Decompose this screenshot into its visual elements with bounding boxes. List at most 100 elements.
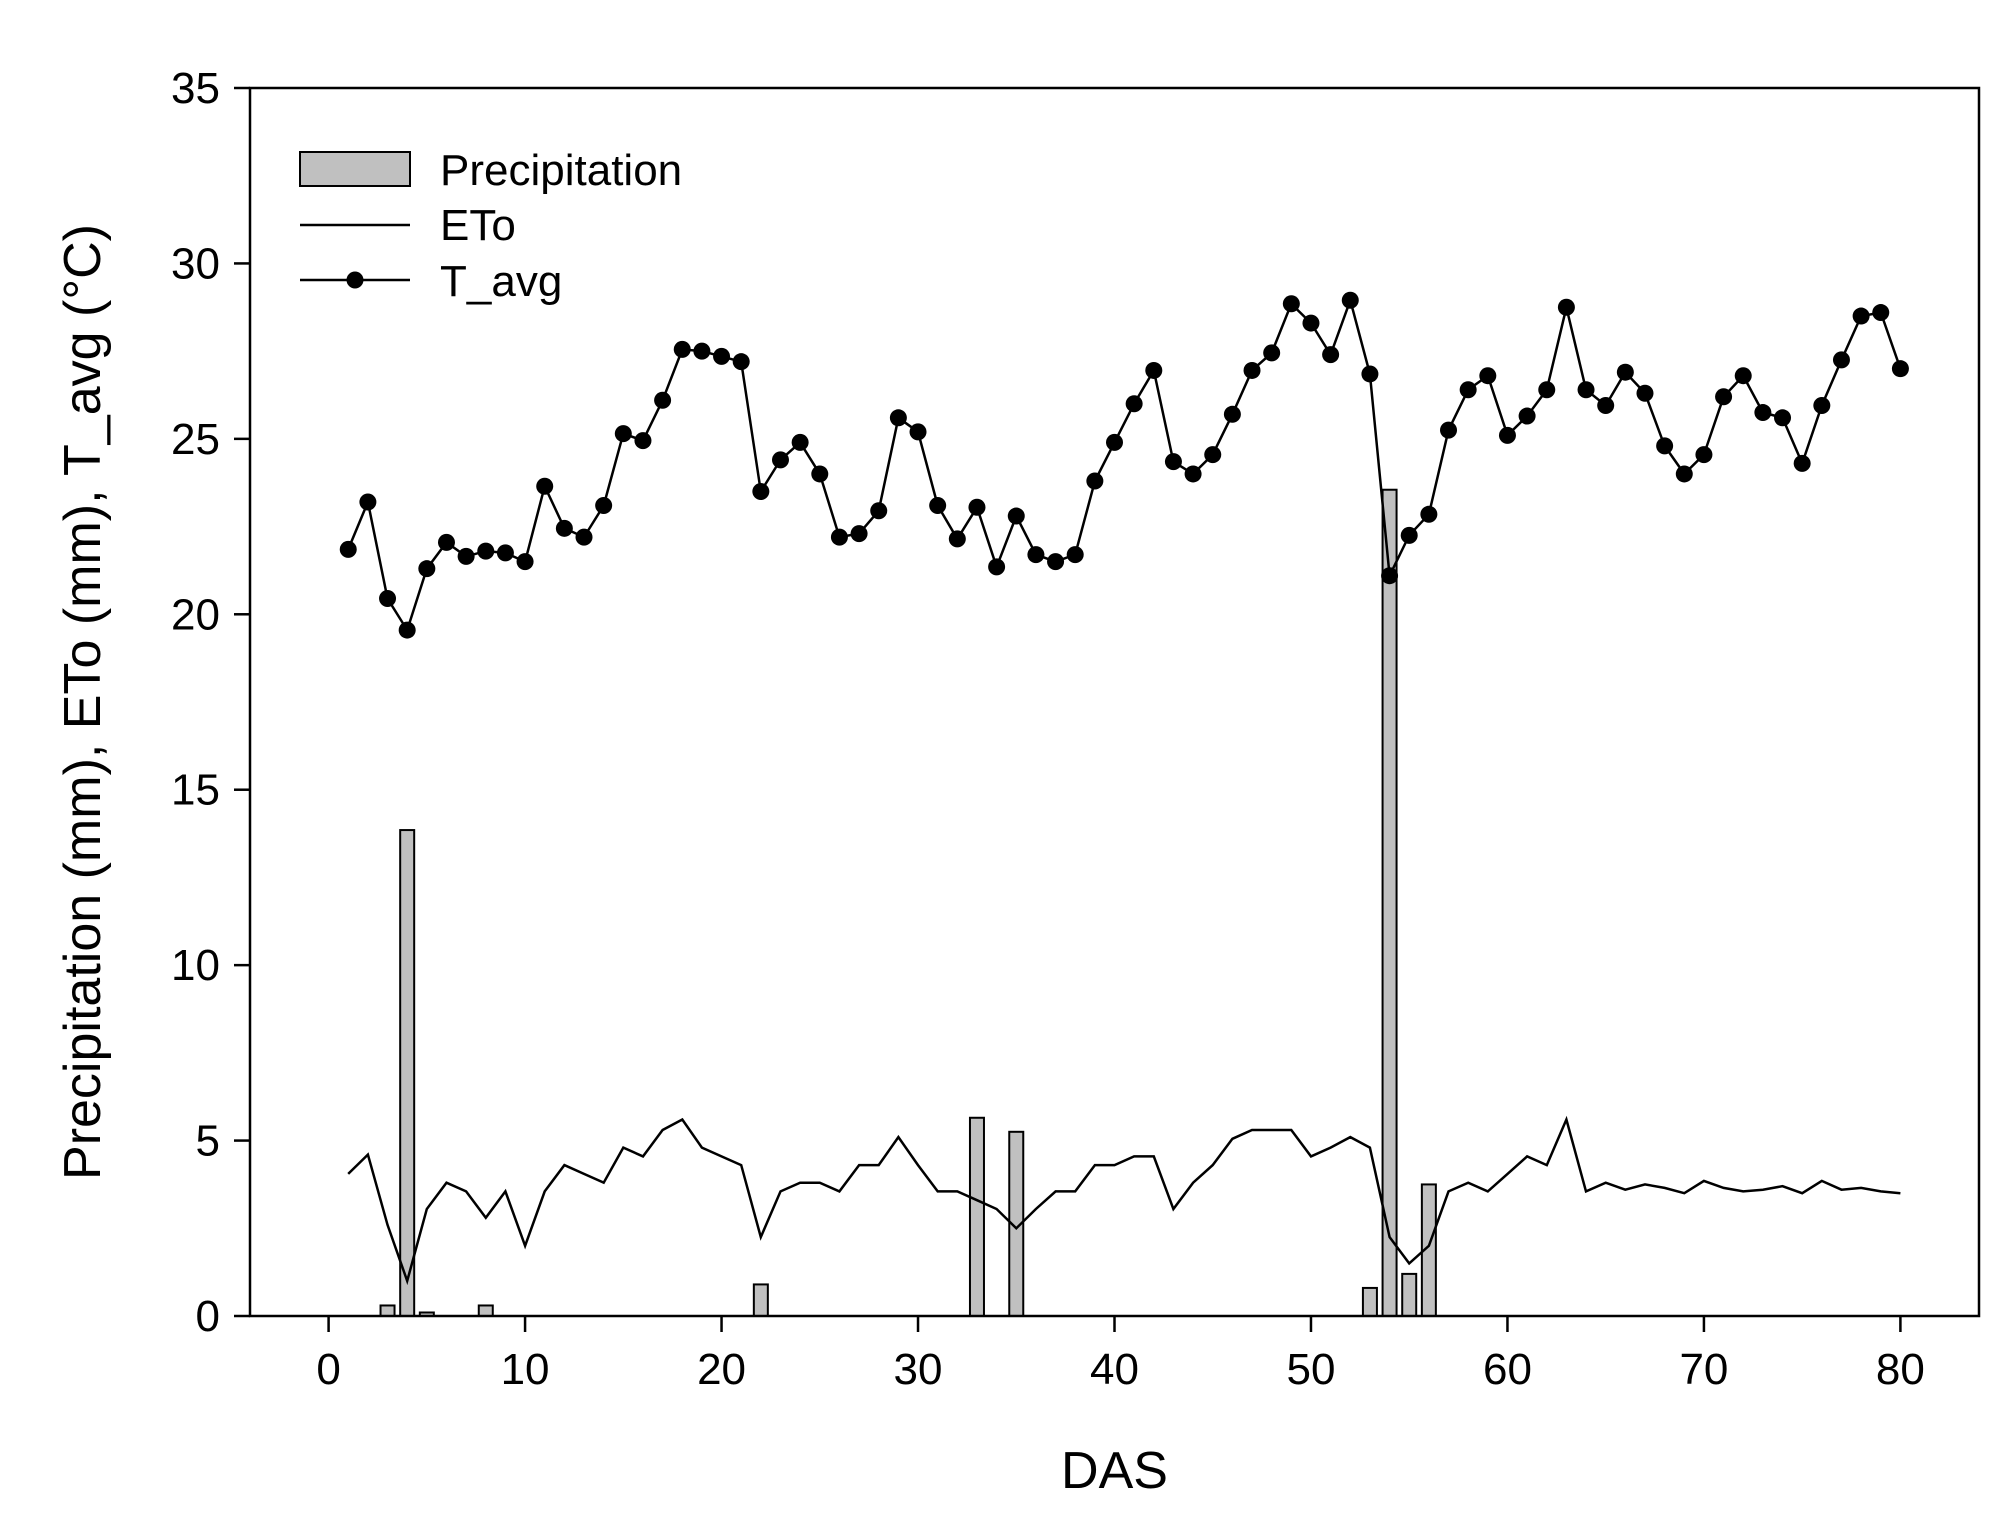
x-tick-label: 70 xyxy=(1679,1345,1728,1394)
t-avg-point xyxy=(673,340,691,358)
precipitation-bar xyxy=(968,1116,985,1318)
t-avg-point xyxy=(988,558,1006,576)
t-avg-point xyxy=(889,409,907,427)
t-avg-point xyxy=(1675,465,1693,483)
t-avg-point xyxy=(1302,314,1320,332)
y-tick-label: 15 xyxy=(171,766,220,815)
legend-t-avg-marker xyxy=(346,271,364,289)
tick-layer: 0 10 20 30 40 50 60 70 80 0 5 10 15 20 25 30 35 xyxy=(171,64,1925,1394)
t-avg-point xyxy=(634,432,652,450)
t-avg-point xyxy=(555,519,573,537)
t-avg-point xyxy=(1322,346,1340,364)
t-avg-point xyxy=(1381,567,1399,585)
x-tick-label: 80 xyxy=(1876,1345,1925,1394)
t-avg-point xyxy=(693,342,711,360)
t-avg-point xyxy=(614,425,632,443)
t-avg-point xyxy=(1125,395,1143,413)
precipitation-bar xyxy=(399,829,416,1317)
t-avg-point xyxy=(968,498,986,516)
t-avg-point xyxy=(771,451,789,469)
t-avg-point xyxy=(1361,365,1379,383)
t-avg-point xyxy=(516,553,534,571)
t-avg-point xyxy=(1007,507,1025,525)
t-avg-point xyxy=(1656,437,1674,455)
legend-precipitation-swatch xyxy=(299,151,411,187)
y-axis-title: Precipitation (mm), ETo (mm), T_avg (°C) xyxy=(54,224,112,1180)
y-tick-label: 30 xyxy=(171,239,220,288)
t-avg-point xyxy=(1577,381,1595,399)
legend-precipitation-label: Precipitation xyxy=(440,146,682,195)
t-avg-point xyxy=(1204,446,1222,464)
t-avg-point xyxy=(1557,298,1575,316)
t-avg-point xyxy=(1341,291,1359,309)
t-avg-point xyxy=(1498,426,1516,444)
t-avg-point xyxy=(1164,453,1182,471)
t-avg-point xyxy=(1459,381,1477,399)
t-avg-point xyxy=(339,540,357,558)
x-tick-label: 0 xyxy=(316,1345,340,1394)
t-avg-point xyxy=(437,533,455,551)
x-axis-title: DAS xyxy=(1061,1442,1168,1500)
t-avg-point xyxy=(1852,307,1870,325)
x-tick-label: 10 xyxy=(501,1345,550,1394)
t-avg-point xyxy=(732,353,750,371)
t-avg-point xyxy=(1636,384,1654,402)
eto-line xyxy=(347,1115,1901,1286)
t-avg-point xyxy=(1223,405,1241,423)
t-avg-point xyxy=(713,347,731,365)
t-avg-point xyxy=(1715,388,1733,406)
t-avg-point xyxy=(752,482,770,500)
legend: Precipitation ETo T_avg xyxy=(299,146,682,306)
t-avg-point xyxy=(811,465,829,483)
t-avg-point xyxy=(929,497,947,515)
t-avg-point xyxy=(1754,404,1772,422)
legend-eto-label: ETo xyxy=(440,201,516,250)
t-avg-point xyxy=(1243,361,1261,379)
t-avg-point xyxy=(791,433,809,451)
t-avg-point xyxy=(536,477,554,495)
t-avg-point xyxy=(850,525,868,543)
t-avg-point xyxy=(1479,367,1497,385)
t-avg-line xyxy=(347,296,1902,634)
t-avg-point xyxy=(1184,465,1202,483)
precipitation-bar xyxy=(752,1283,769,1317)
y-tick-label: 10 xyxy=(171,941,220,990)
t-avg-point xyxy=(359,493,377,511)
precipitation-bars xyxy=(379,488,1437,1318)
t-avg-point xyxy=(398,621,416,639)
x-tick-label: 50 xyxy=(1287,1345,1336,1394)
t-avg-point xyxy=(1440,421,1458,439)
t-avg-point xyxy=(1282,295,1300,313)
x-tick-label: 40 xyxy=(1090,1345,1139,1394)
precipitation-bar xyxy=(1361,1286,1378,1317)
precipitation-bar xyxy=(1401,1272,1418,1317)
t-avg-point xyxy=(575,528,593,546)
t-avg-point xyxy=(1813,397,1831,415)
t-avg-point xyxy=(379,589,397,607)
t-avg-point xyxy=(1695,446,1713,464)
t-avg-point xyxy=(418,560,436,578)
t-avg-point xyxy=(1263,344,1281,362)
t-avg-point xyxy=(477,542,495,560)
t-avg-point xyxy=(1106,433,1123,451)
precipitation-bar xyxy=(1381,488,1398,1317)
t-avg-point xyxy=(1027,546,1045,564)
t-avg-point xyxy=(948,530,966,548)
t-avg-point xyxy=(1793,454,1811,472)
y-tick-label: 25 xyxy=(171,415,220,464)
precipitation-bar xyxy=(477,1304,494,1317)
t-avg-point xyxy=(1832,351,1850,369)
y-tick-label: 20 xyxy=(171,590,220,639)
y-tick-label: 0 xyxy=(196,1292,220,1341)
t-avg-point xyxy=(1420,505,1438,523)
t-avg-point xyxy=(1872,304,1890,322)
x-tick-label: 30 xyxy=(894,1345,943,1394)
t-avg-point xyxy=(595,497,613,515)
t-avg-point xyxy=(909,423,927,441)
t-avg-point xyxy=(457,547,475,565)
x-tick-label: 20 xyxy=(697,1345,746,1394)
y-tick-label: 5 xyxy=(196,1117,220,1166)
t-avg-point xyxy=(1597,397,1615,415)
t-avg-point xyxy=(1047,553,1065,571)
